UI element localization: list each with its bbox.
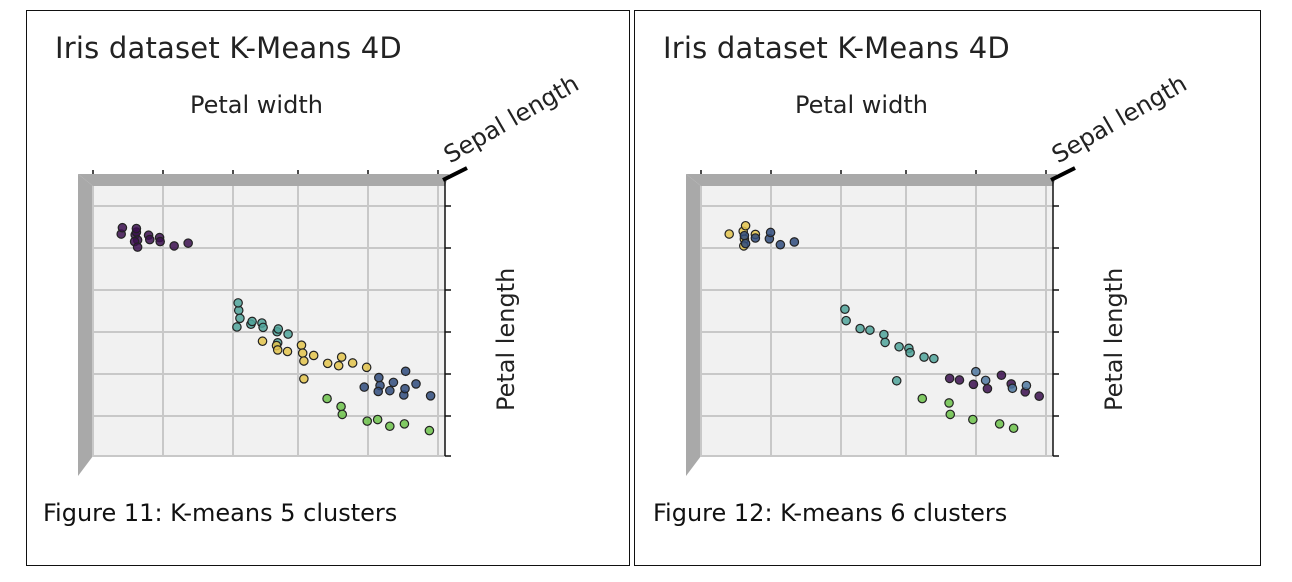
- data-point: [740, 220, 751, 231]
- data-point: [968, 414, 978, 425]
- scatter-plot: [686, 166, 1076, 476]
- chart-title: Iris dataset K-Means 4D: [663, 31, 1010, 65]
- data-point: [336, 352, 347, 362]
- top-pane: [78, 174, 449, 186]
- z-axis-line: [442, 166, 468, 182]
- data-point: [385, 421, 395, 432]
- plot-pane: [701, 186, 1053, 456]
- data-point: [919, 352, 929, 362]
- data-point: [131, 223, 142, 234]
- data-point: [388, 377, 399, 388]
- data-point: [917, 393, 928, 404]
- data-point: [273, 324, 284, 334]
- figure-panel-2: Iris dataset K-Means 4D Petal width Sepa…: [634, 10, 1261, 566]
- data-point: [233, 298, 243, 308]
- data-point: [299, 356, 309, 366]
- data-point: [894, 341, 904, 352]
- data-point: [132, 242, 143, 252]
- data-point: [361, 362, 372, 373]
- x-axis-label: Petal width: [795, 91, 928, 119]
- data-point: [399, 419, 410, 429]
- data-point: [971, 366, 981, 377]
- left-pane: [686, 174, 701, 476]
- scatter-plot: [78, 166, 468, 476]
- data-point: [144, 234, 155, 245]
- data-point: [724, 229, 734, 239]
- data-point: [929, 353, 939, 364]
- data-point: [740, 238, 751, 249]
- figure-panel-1: Iris dataset K-Means 4D Petal width Sepa…: [26, 10, 630, 566]
- figure-caption: Figure 11: K-means 5 clusters: [43, 499, 398, 527]
- data-point: [257, 336, 268, 347]
- data-point: [855, 323, 865, 334]
- data-point: [905, 347, 915, 358]
- data-point: [891, 375, 902, 386]
- data-point: [362, 416, 373, 426]
- data-point: [155, 236, 165, 247]
- data-point: [1008, 423, 1019, 434]
- top-pane: [686, 174, 1057, 186]
- data-point: [296, 340, 307, 350]
- data-point: [775, 239, 786, 250]
- data-point: [841, 315, 851, 326]
- data-point: [282, 346, 293, 357]
- data-point: [945, 409, 956, 420]
- data-point: [980, 375, 991, 386]
- data-point: [333, 360, 344, 371]
- data-point: [272, 345, 283, 355]
- data-point: [169, 241, 179, 251]
- data-point: [183, 238, 193, 248]
- data-point: [373, 386, 384, 397]
- data-point: [1007, 383, 1018, 394]
- data-point: [400, 366, 411, 377]
- data-point: [385, 385, 395, 396]
- data-point: [880, 337, 890, 348]
- data-point: [411, 379, 421, 389]
- data-point: [865, 325, 875, 335]
- chart-title: Iris dataset K-Means 4D: [55, 31, 402, 65]
- data-point: [232, 322, 242, 332]
- data-point: [1034, 391, 1044, 402]
- data-point: [750, 233, 761, 243]
- data-point: [400, 383, 410, 394]
- data-point: [372, 414, 383, 425]
- x-axis-label: Petal width: [190, 91, 323, 119]
- data-point: [322, 393, 332, 404]
- data-point: [425, 391, 436, 401]
- data-point: [765, 227, 776, 238]
- data-point: [374, 372, 384, 383]
- data-point: [944, 373, 955, 384]
- data-point: [424, 425, 435, 436]
- data-point: [347, 358, 358, 368]
- data-point: [299, 374, 309, 384]
- data-point: [308, 350, 319, 361]
- data-point: [117, 222, 128, 233]
- z-axis-line: [1050, 166, 1076, 182]
- data-point: [1021, 380, 1032, 391]
- data-point: [879, 329, 889, 340]
- data-point: [982, 383, 993, 394]
- data-point: [840, 304, 850, 314]
- data-point: [994, 419, 1005, 429]
- data-point: [322, 358, 333, 369]
- data-point: [359, 382, 370, 392]
- figure-caption: Figure 12: K-means 6 clusters: [653, 499, 1008, 527]
- data-point: [337, 409, 348, 420]
- data-point: [283, 329, 293, 339]
- data-point: [739, 230, 750, 241]
- data-point: [336, 401, 346, 412]
- data-point: [258, 322, 268, 333]
- plot-pane: [93, 186, 445, 456]
- data-point: [235, 313, 245, 324]
- data-point: [789, 237, 800, 247]
- data-point: [247, 316, 257, 327]
- data-point: [954, 375, 965, 385]
- data-point: [968, 379, 979, 390]
- left-pane: [78, 174, 93, 476]
- data-point: [297, 348, 308, 358]
- data-point: [944, 398, 954, 408]
- data-point: [996, 370, 1007, 381]
